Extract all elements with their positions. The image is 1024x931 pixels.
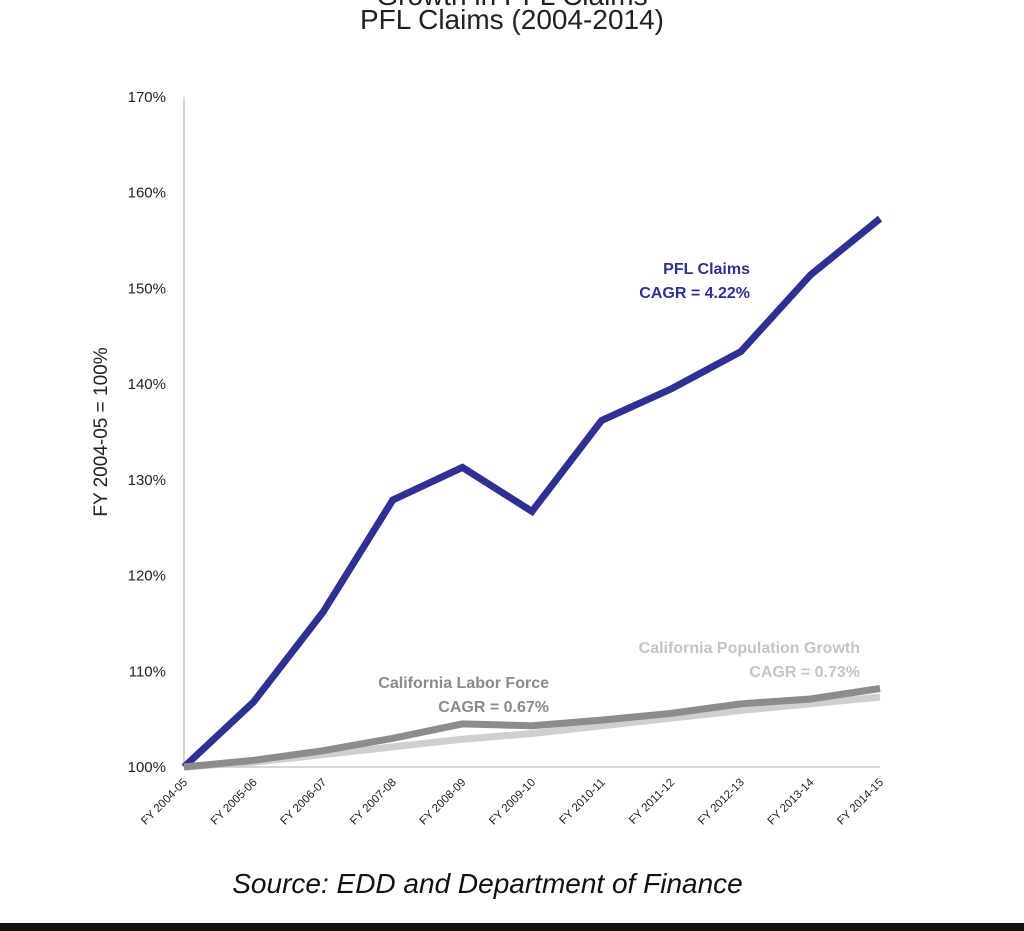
series-label-labor: California Labor Force bbox=[378, 675, 549, 692]
y-tick-label: 130% bbox=[128, 472, 166, 489]
x-tick-label: FY 2009-10 bbox=[487, 777, 538, 828]
series-label-pfl: CAGR = 4.22% bbox=[639, 285, 750, 302]
x-tick-label: FY 2012-13 bbox=[696, 777, 747, 828]
series-line-labor bbox=[183, 685, 881, 771]
series-line-pfl bbox=[181, 215, 883, 770]
y-tick-label: 140% bbox=[128, 376, 166, 393]
series-label-population: California Population Growth bbox=[639, 640, 860, 657]
x-tick-label: FY 2014-15 bbox=[835, 777, 886, 828]
x-tick-label: FY 2006-07 bbox=[278, 777, 329, 828]
x-tick-label: FY 2008-09 bbox=[418, 777, 469, 828]
y-tick-label: 110% bbox=[129, 663, 166, 680]
series-label-pfl: PFL Claims bbox=[663, 261, 750, 278]
x-tick-label: FY 2011-12 bbox=[627, 777, 677, 827]
series-label-population: CAGR = 0.73% bbox=[749, 664, 860, 681]
chart-title-line-1: Growth in PFL Claims bbox=[0, 0, 1024, 14]
y-axis-title: FY 2004-05 = 100% bbox=[91, 347, 112, 516]
y-tick-label: 100% bbox=[128, 759, 166, 776]
x-tick-label: FY 2013-14 bbox=[766, 776, 817, 827]
y-tick-label: 160% bbox=[128, 185, 166, 202]
source-note: Source: EDD and Department of Finance bbox=[232, 868, 743, 899]
x-tick-label: FY 2005-06 bbox=[209, 777, 260, 828]
y-tick-label: 120% bbox=[128, 568, 166, 585]
y-tick-label: 170% bbox=[128, 89, 166, 106]
bottom-divider-bar bbox=[0, 923, 1024, 931]
chart-title-line-2: PFL Claims (2004-2014) bbox=[360, 4, 664, 35]
y-tick-label: 150% bbox=[128, 280, 166, 297]
line-chart: 100% 110% 120% 130% 140% 150% 160% 170% FY 2004-… bbox=[91, 89, 886, 828]
chart-title: Growth in PFL Claims PFL Claims (2004-20… bbox=[0, 0, 1024, 38]
series-label-labor: CAGR = 0.67% bbox=[438, 699, 549, 716]
x-tick-label: FY 2004-05 bbox=[139, 777, 190, 828]
x-tick-label: FY 2007-08 bbox=[348, 777, 399, 828]
x-tick-label: FY 2010-11 bbox=[557, 777, 607, 827]
